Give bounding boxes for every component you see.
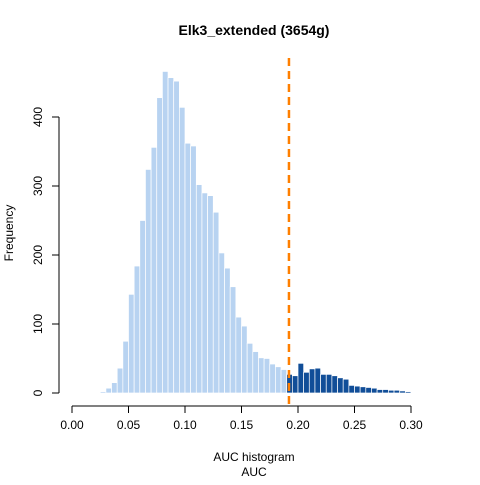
histogram-bar (382, 389, 389, 394)
y-tick-label: 300 (31, 176, 45, 196)
y-axis: 0 100 200 300 400 (31, 107, 60, 396)
y-tick-label: 400 (31, 107, 45, 127)
histogram-bar (179, 106, 186, 394)
histogram-bar (190, 145, 197, 394)
histogram-bar (263, 358, 271, 394)
histogram-bar (348, 385, 355, 394)
histogram-bar (156, 97, 163, 394)
histogram-bar (354, 385, 361, 394)
histogram-bar (308, 368, 316, 394)
x-tick-label: 0.15 (230, 418, 254, 432)
x-axis: 0.00 0.05 0.10 0.15 0.20 0.25 0.30 (60, 405, 423, 432)
histogram-bar (218, 252, 225, 394)
chart-title: Elk3_extended (3654g) (179, 22, 330, 38)
histogram-bar (320, 374, 327, 394)
histogram-bar (173, 80, 180, 394)
histogram-bar (201, 192, 208, 394)
histogram-bar (229, 286, 237, 394)
histogram-bar (410, 391, 418, 394)
histogram-bar (427, 391, 434, 394)
histogram-bars (99, 71, 434, 394)
histogram-bar (111, 382, 118, 394)
histogram-bar (314, 367, 321, 394)
histogram-bar (224, 267, 231, 394)
histogram-bar (252, 351, 259, 394)
histogram-bar (195, 184, 203, 394)
histogram-bar (167, 77, 175, 394)
histogram-bar (235, 316, 242, 394)
histogram-bar (99, 391, 107, 394)
histogram-bar (212, 211, 220, 394)
histogram-bar (416, 391, 423, 394)
histogram-bar (280, 369, 288, 394)
histogram-bar (376, 389, 384, 394)
x-tick-label: 0.05 (117, 418, 141, 432)
histogram-bar (365, 387, 372, 394)
histogram-bar (128, 293, 135, 394)
y-tick-label: 0 (31, 389, 45, 396)
histogram-bar (145, 169, 152, 394)
x-axis-subtitle: AUC histogram (213, 450, 294, 464)
histogram-bar (421, 391, 429, 394)
histogram-bar (241, 325, 248, 394)
y-tick-label: 100 (31, 314, 45, 334)
x-tick-label: 0.30 (399, 418, 423, 432)
histogram-bar (399, 390, 406, 394)
histogram-bar (133, 265, 141, 394)
x-axis-label: AUC (241, 465, 267, 479)
histogram-bar (105, 387, 112, 394)
histogram-bar (258, 357, 265, 394)
histogram-bar (325, 374, 333, 394)
histogram-bar (405, 391, 412, 394)
histogram-bar (331, 375, 338, 394)
histogram-bar (337, 377, 344, 394)
histogram-bar (275, 366, 282, 394)
histogram-bar (303, 371, 310, 394)
histogram-bar (342, 378, 350, 394)
histogram-bar (393, 389, 401, 394)
histogram-bar (184, 142, 192, 394)
histogram-bar (292, 375, 299, 394)
histogram-bar (116, 367, 124, 394)
histogram-bar (246, 342, 254, 394)
x-tick-label: 0.00 (60, 418, 84, 432)
histogram-bar (207, 195, 214, 394)
x-tick-label: 0.10 (173, 418, 197, 432)
histogram-bar (388, 389, 395, 394)
histogram-bar (297, 362, 305, 394)
x-tick-label: 0.20 (286, 418, 310, 432)
y-tick-label: 200 (31, 245, 45, 265)
y-axis-label: Frequency (2, 205, 16, 262)
histogram-bar (371, 387, 378, 394)
histogram-bar (269, 363, 276, 394)
histogram-bar (122, 340, 129, 394)
histogram-bar (359, 386, 367, 394)
histogram-bar (139, 220, 146, 394)
x-tick-label: 0.25 (343, 418, 367, 432)
histogram-bar (150, 147, 158, 394)
histogram-bar (162, 71, 169, 394)
